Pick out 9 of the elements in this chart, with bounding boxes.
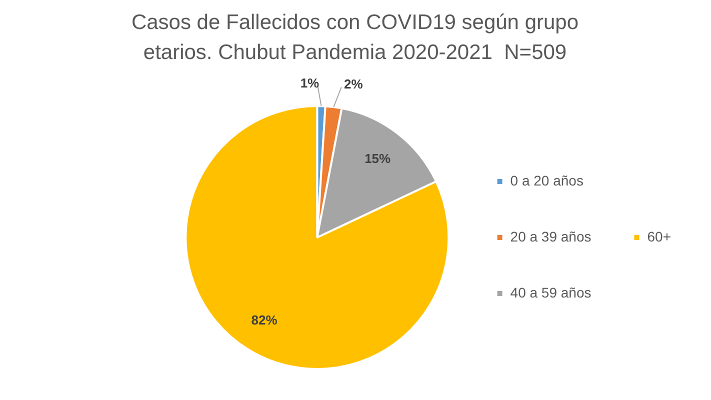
- data-label: 82%: [251, 312, 278, 328]
- data-label: 2%: [344, 76, 364, 92]
- chart-title: Casos de Fallecidos con COVID19 según grupo etarios. Chubut Pandemia 2020-2021 N=509: [130, 10, 580, 66]
- legend-label: 60+: [647, 228, 671, 244]
- data-label: 15%: [364, 151, 392, 166]
- data-label: 1%: [300, 76, 320, 91]
- legend-label: 20 a 39 años: [510, 228, 592, 244]
- legend-label: 0 a 20 años: [510, 172, 584, 188]
- legend-label: 40 a 59 años: [510, 284, 592, 300]
